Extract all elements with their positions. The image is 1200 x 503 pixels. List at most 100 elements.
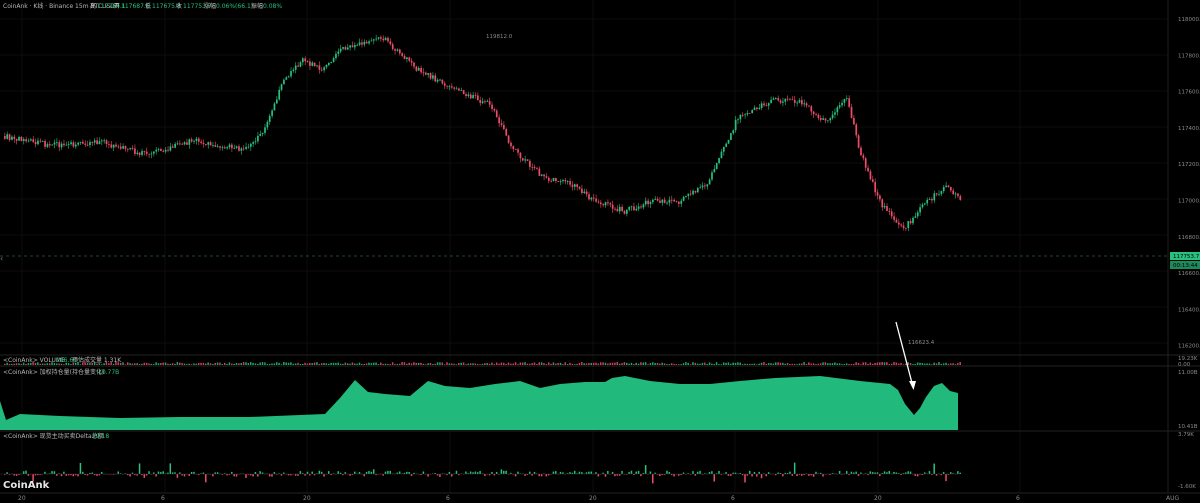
volume-bar: [126, 362, 129, 365]
delta-bar: [252, 474, 254, 477]
delta-bar: [784, 472, 786, 474]
candle-body: [623, 210, 626, 214]
volume-bar: [625, 362, 628, 365]
volume-bar: [325, 363, 328, 365]
volume-bar: [815, 364, 817, 365]
delta-bar: [805, 473, 808, 474]
volume-bar: [290, 362, 292, 365]
volume-bar: [134, 363, 136, 365]
volume-bar: [711, 363, 713, 365]
volume-bar: [510, 363, 512, 365]
delta-bar: [143, 474, 146, 478]
volume-bar: [391, 362, 394, 365]
delta-bar: [311, 471, 313, 474]
candle-body: [578, 186, 581, 189]
candle-body: [179, 143, 181, 145]
low-annotation: 116623.4: [908, 340, 935, 346]
delta-bar: [129, 474, 131, 477]
candle-body: [923, 203, 926, 205]
volume-bar: [957, 363, 959, 365]
delta-bar: [666, 470, 668, 474]
candle-body: [803, 103, 806, 105]
delta-bar: [850, 471, 853, 474]
delta-bar: [921, 474, 924, 476]
candle-body: [223, 147, 226, 149]
delta-bar: [507, 474, 510, 475]
volume-bar: [143, 362, 146, 365]
delta-bar: [654, 472, 656, 474]
delta-bar: [469, 471, 472, 474]
delta-bar: [730, 474, 732, 476]
volume-bar: [214, 362, 216, 365]
delta-bar: [746, 474, 749, 476]
candle-body: [628, 206, 631, 210]
volume-bar: [221, 364, 224, 365]
candle-body: [812, 111, 815, 115]
candle-body: [22, 139, 25, 142]
candle-body: [443, 83, 446, 86]
volume-bar: [793, 363, 796, 365]
candle-body: [756, 107, 758, 109]
delta-bar: [602, 472, 604, 474]
candle-body: [460, 90, 463, 92]
candle-body: [687, 193, 690, 196]
delta-bar: [13, 474, 15, 476]
volume-bar: [850, 363, 853, 365]
volume-bar: [942, 363, 945, 365]
candle-body: [13, 136, 16, 139]
candle-body: [538, 168, 541, 176]
candle-body: [240, 148, 243, 151]
candle-body: [152, 151, 155, 154]
candle-body: [228, 144, 231, 148]
candle-body: [56, 142, 58, 144]
chart-header: CoinAnk · K线 · Binance 15m BTCUSDT 高 117…: [3, 2, 282, 10]
candle-body: [810, 106, 813, 112]
candle-body: [323, 67, 325, 71]
volume-bar: [933, 362, 935, 365]
delta-bar: [883, 471, 886, 474]
volume-bar: [879, 362, 881, 365]
delta-bar: [760, 474, 763, 479]
volume-y-top: 19.23K: [1178, 356, 1198, 362]
delta-bar: [403, 472, 406, 474]
candle-body: [110, 144, 113, 148]
delta-bar: [100, 471, 103, 474]
delta-bar: [141, 474, 143, 476]
volume-bar: [356, 363, 358, 365]
candle-body: [533, 167, 536, 168]
candle-body: [774, 98, 777, 99]
volume-bar: [432, 364, 434, 365]
volume-bar: [533, 362, 536, 365]
volume-bar: [524, 362, 526, 365]
oi-title: <CoinAnk> 加权持仓量(持仓量变化): [3, 368, 104, 376]
delta-bar: [247, 474, 250, 475]
volume-bar: [893, 362, 895, 365]
candle-body: [940, 191, 943, 194]
candle-body: [145, 151, 148, 154]
candle-body: [649, 202, 652, 205]
volume-bar: [559, 362, 562, 365]
candle-body: [271, 110, 273, 116]
candle-body: [777, 98, 780, 101]
delta-bar: [630, 470, 633, 474]
delta-bar: [51, 471, 53, 474]
delta-bar: [223, 473, 226, 474]
delta-bar: [595, 472, 597, 474]
volume-bar: [398, 363, 401, 365]
delta-bar: [91, 472, 94, 474]
volume-bar: [424, 364, 427, 365]
delta-bar: [441, 473, 444, 474]
volume-bar: [950, 363, 952, 365]
delta-title: <CoinAnk> 现货主动买卖Delta总额: [3, 432, 104, 440]
volume-bar: [886, 362, 888, 365]
candle-body: [765, 105, 768, 107]
candle-body: [25, 139, 27, 142]
delta-value: 29.18: [92, 433, 109, 440]
delta-bar: [796, 474, 798, 477]
candle-body: [550, 180, 553, 182]
delta-bar: [283, 472, 285, 474]
collapse-left-icon[interactable]: ‹: [0, 254, 3, 263]
volume-bar: [337, 362, 339, 365]
candle-body: [824, 118, 827, 121]
